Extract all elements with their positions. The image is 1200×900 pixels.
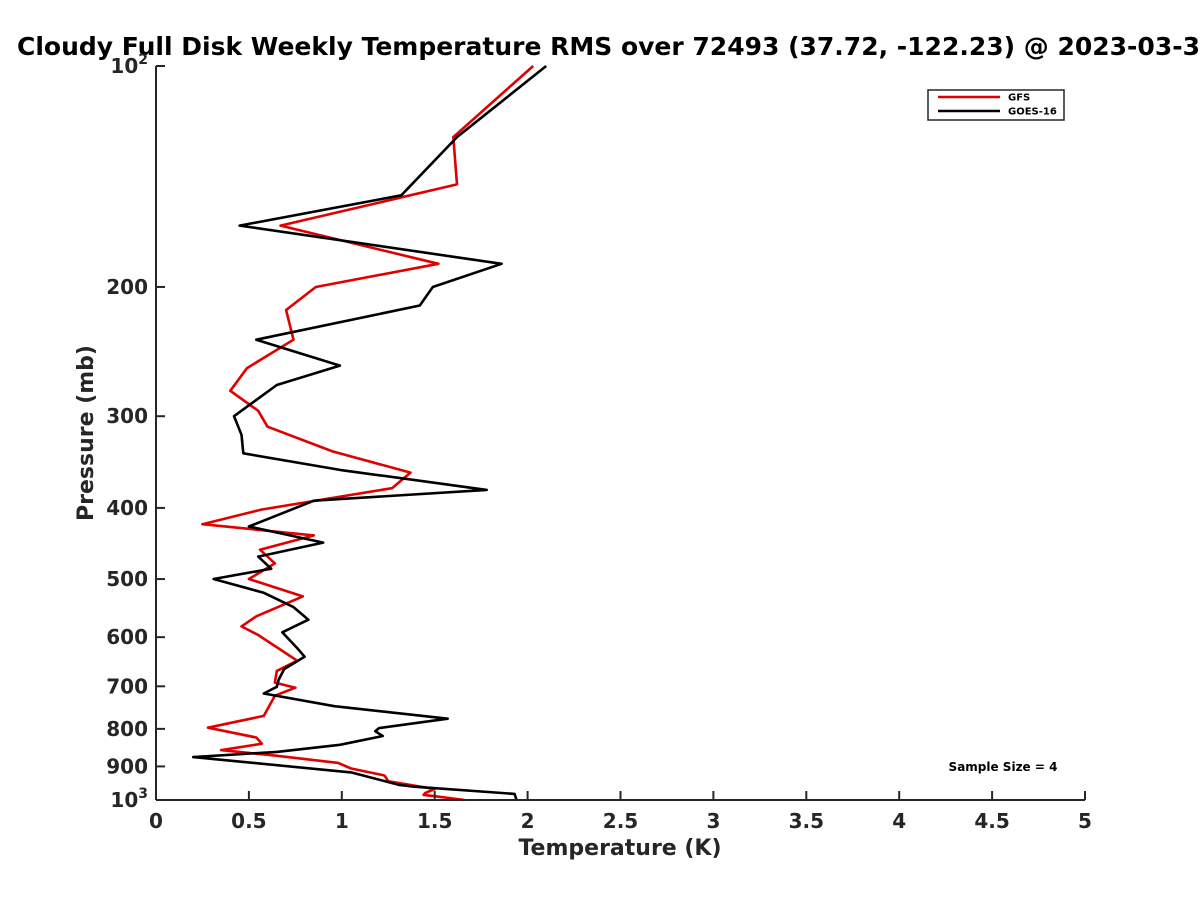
y-tick-label: 700	[106, 674, 148, 698]
y-tick-label: 600	[106, 625, 148, 649]
x-tick-label: 5	[1078, 809, 1092, 833]
x-tick-label: 2	[521, 809, 535, 833]
y-tick-label: 200	[106, 275, 148, 299]
legend: GFS GOES-16	[927, 89, 1065, 121]
y-tick-label: 102	[110, 52, 148, 78]
y-tick-label: 800	[106, 717, 148, 741]
y-tick-label: 500	[106, 567, 148, 591]
sample-size-annotation: Sample Size = 4	[949, 760, 1058, 774]
plot-lines	[191, 64, 548, 802]
x-tick-label: 4.5	[974, 809, 1009, 833]
x-tick-label: 0	[149, 809, 163, 833]
x-tick-label: 1.5	[417, 809, 452, 833]
x-ticks: 0 0.5 1 1.5 2 2.5 3 3.5 4 4.5 5	[149, 791, 1092, 833]
legend-label: GFS	[1008, 93, 1030, 104]
y-axis-label: Pressure (mb)	[74, 345, 99, 521]
x-tick-label: 0.5	[231, 809, 266, 833]
y-tick-label: 300	[106, 404, 148, 428]
x-tick-label: 3	[706, 809, 720, 833]
legend-label: GOES-16	[1008, 107, 1057, 118]
series-line-goes-16	[191, 64, 548, 801]
legend-box	[927, 89, 1065, 121]
x-axis-label: Temperature (K)	[518, 836, 721, 861]
y-ticks: 102 200 300 400 500 600 700 800 900 103	[106, 52, 165, 812]
x-tick-label: 4	[892, 809, 906, 833]
x-tick-label: 1	[335, 809, 349, 833]
y-tick-label: 400	[106, 496, 148, 520]
x-tick-label: 3.5	[789, 809, 824, 833]
y-tick-label: 900	[106, 754, 148, 778]
chart-title: Cloudy Full Disk Weekly Temperature RMS …	[17, 32, 1200, 61]
series-line-gfs	[201, 65, 535, 802]
y-tick-label: 103	[110, 786, 148, 812]
x-tick-label: 2.5	[603, 809, 638, 833]
